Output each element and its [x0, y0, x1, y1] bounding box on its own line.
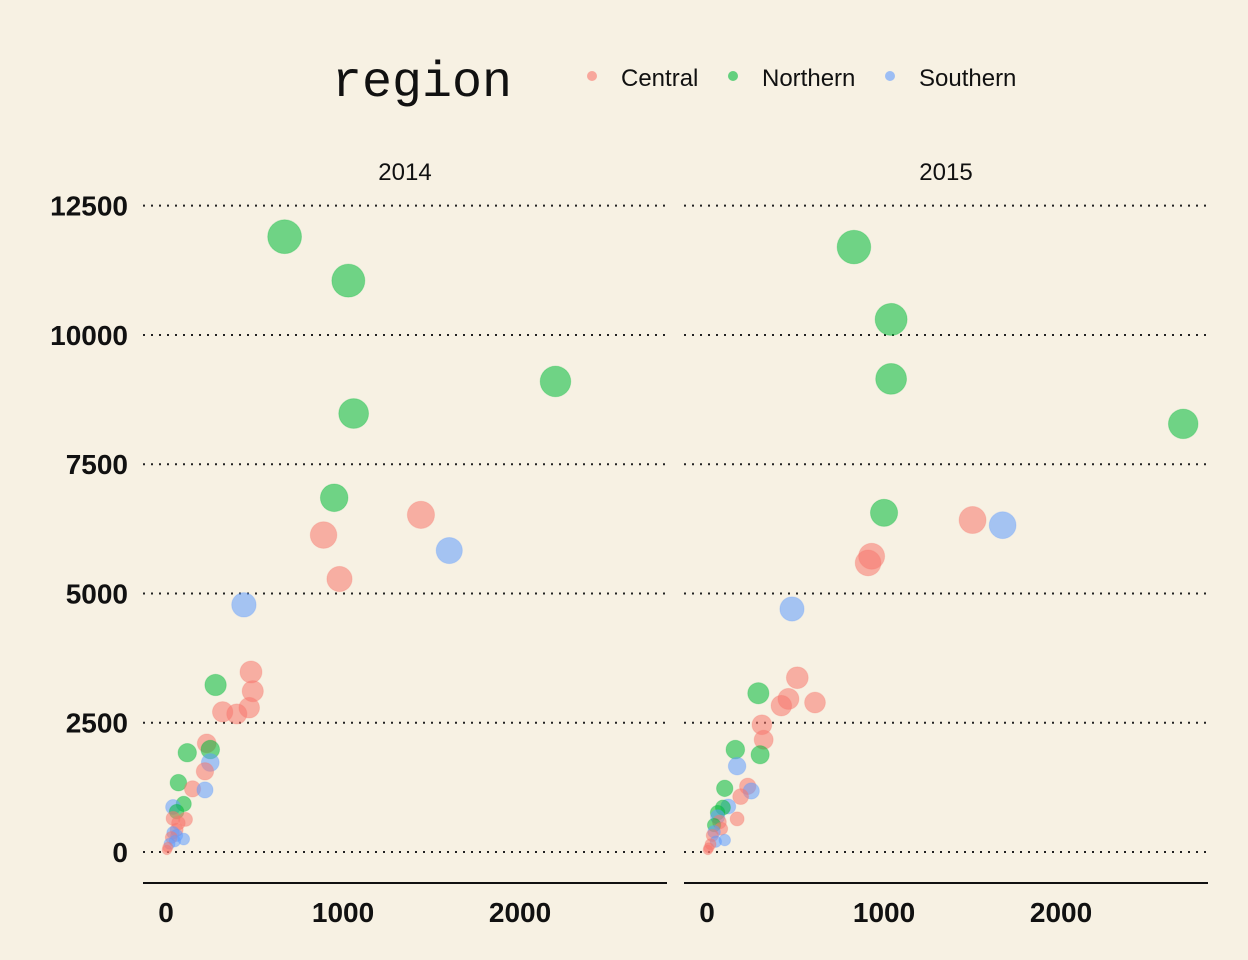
legend-key-central [587, 71, 597, 81]
data-point-northern [874, 302, 908, 336]
data-point-northern [750, 745, 770, 765]
data-point-northern [869, 498, 899, 527]
data-point-central [729, 811, 745, 827]
legend-item-northern: Northern [728, 65, 855, 92]
data-point-central [326, 565, 353, 593]
data-point-northern [539, 365, 572, 398]
data-point-central [161, 844, 173, 856]
data-point-southern [727, 756, 747, 776]
data-point-central [239, 660, 263, 684]
legend-item-central: Central [587, 65, 698, 92]
legend-item-southern: Southern [885, 65, 1016, 92]
data-point-southern [435, 536, 463, 565]
data-point-northern [1167, 408, 1199, 440]
x-tick-label: 2000 [489, 897, 551, 928]
x-tick-label: 0 [699, 897, 715, 928]
data-point-southern [779, 596, 805, 622]
data-point-central [770, 694, 793, 717]
legend-key-southern [885, 71, 895, 81]
data-point-southern [231, 592, 257, 618]
data-point-central [854, 549, 882, 577]
data-point-central [406, 500, 436, 529]
y-tick-label: 2500 [66, 708, 128, 739]
facet-label: 2014 [378, 159, 431, 186]
facet-panel-2014: 2014 0 1000 2000 0 2500 5000 7500 10000 12500 [50, 159, 667, 928]
legend-label: Southern [919, 65, 1016, 92]
legend: region Central Northern Southern [332, 55, 1016, 112]
data-point-northern [267, 219, 303, 255]
data-point-northern [177, 743, 197, 763]
data-point-central [702, 844, 714, 856]
y-tick-label: 0 [112, 837, 128, 868]
data-point-central [195, 762, 215, 781]
data-point-northern [169, 773, 188, 792]
y-tick-label: 10000 [50, 320, 128, 351]
data-point-northern [338, 398, 370, 429]
data-point-central [226, 703, 248, 725]
x-tick-label: 2000 [1030, 897, 1092, 928]
x-tick-label: 0 [158, 897, 174, 928]
data-point-central [804, 691, 826, 714]
y-tick-label: 7500 [66, 449, 128, 480]
legend-title: region [332, 55, 512, 112]
data-point-northern [716, 779, 734, 798]
data-point-northern [319, 483, 349, 513]
legend-label: Northern [762, 65, 855, 92]
data-point-southern [988, 511, 1017, 540]
legend-key-northern [728, 71, 738, 81]
data-point-northern [836, 229, 872, 265]
y-tick-label: 12500 [50, 191, 128, 222]
data-point-northern [725, 739, 746, 760]
y-tick-label: 5000 [66, 578, 128, 609]
x-tick-label: 1000 [312, 897, 374, 928]
data-point-northern [875, 362, 908, 395]
x-tick-label: 1000 [853, 897, 915, 928]
facet-label: 2015 [919, 159, 972, 186]
data-point-southern [196, 781, 214, 799]
data-point-central [785, 666, 809, 690]
data-point-central [958, 506, 987, 535]
data-point-central [732, 788, 750, 806]
facet-panel-2015: 2015 0 1000 2000 [684, 159, 1208, 928]
data-point-northern [331, 263, 366, 298]
data-point-northern [747, 682, 770, 705]
data-point-central [309, 521, 338, 549]
legend-label: Central [621, 65, 698, 92]
data-point-northern [204, 673, 227, 697]
